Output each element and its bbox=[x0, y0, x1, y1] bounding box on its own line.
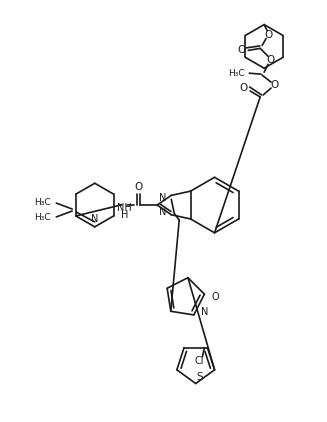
Text: O: O bbox=[266, 55, 274, 65]
Text: Cl: Cl bbox=[195, 356, 204, 365]
Text: H₃C: H₃C bbox=[228, 69, 244, 78]
Text: O: O bbox=[264, 30, 272, 40]
Text: O: O bbox=[237, 46, 246, 55]
Text: H₃C: H₃C bbox=[34, 197, 50, 207]
Text: H: H bbox=[121, 210, 128, 220]
Text: O: O bbox=[270, 80, 278, 90]
Text: NH: NH bbox=[117, 203, 132, 213]
Text: O: O bbox=[211, 292, 219, 302]
Text: S: S bbox=[197, 372, 203, 381]
Text: N: N bbox=[201, 307, 208, 317]
Text: N: N bbox=[91, 214, 98, 224]
Text: N: N bbox=[159, 193, 166, 203]
Text: H₃C: H₃C bbox=[34, 214, 50, 222]
Text: N: N bbox=[159, 207, 166, 217]
Text: O: O bbox=[239, 83, 248, 93]
Text: O: O bbox=[134, 182, 143, 192]
